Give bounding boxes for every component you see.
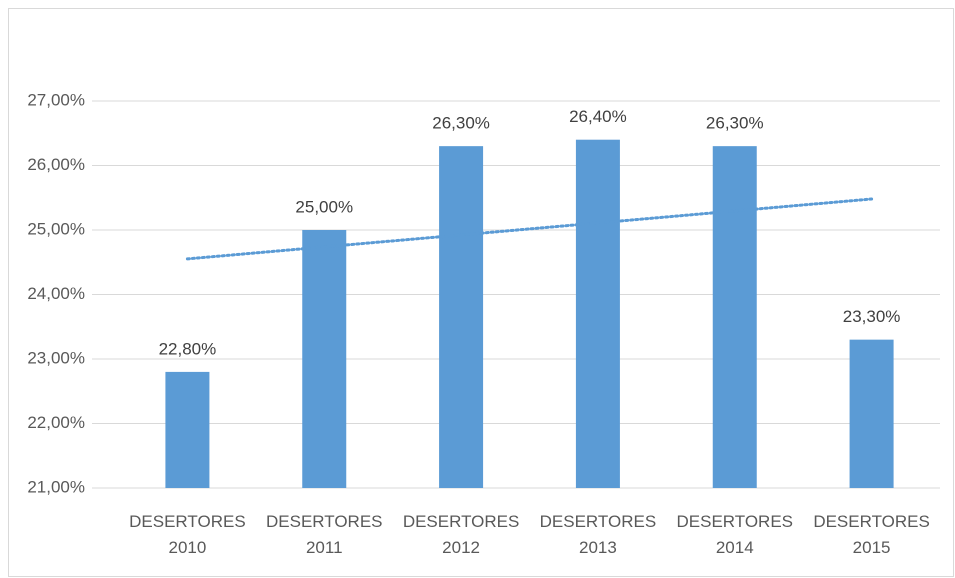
- data-label: 26,30%: [432, 114, 490, 133]
- y-tick-label: 23,00%: [27, 348, 85, 367]
- data-label: 23,30%: [843, 307, 901, 326]
- y-tick-label: 22,00%: [27, 413, 85, 432]
- y-tick-label: 27,00%: [27, 90, 85, 109]
- x-tick-label: DESERTORES 2010: [129, 512, 246, 557]
- data-label: 26,30%: [706, 114, 764, 133]
- x-tick-label: DESERTORES 2014: [676, 512, 793, 557]
- x-tick-label: DESERTORES 2011: [266, 512, 383, 557]
- data-label: 25,00%: [295, 197, 353, 216]
- bar: [712, 146, 757, 488]
- x-tick-label: DESERTORES 2012: [403, 512, 520, 557]
- bar: [439, 146, 484, 488]
- y-tick-label: 25,00%: [27, 219, 85, 238]
- data-label: 26,40%: [569, 107, 627, 126]
- y-tick-label: 26,00%: [27, 155, 85, 174]
- bar: [165, 371, 210, 488]
- data-label: 22,80%: [159, 339, 217, 358]
- y-tick-label: 24,00%: [27, 284, 85, 303]
- bar: [575, 139, 620, 488]
- bar: [302, 230, 347, 488]
- trendline: [185, 197, 874, 261]
- bar: [849, 339, 894, 488]
- x-tick-label: DESERTORES 2013: [540, 512, 657, 557]
- y-tick-label: 21,00%: [27, 477, 85, 496]
- x-tick-label: DESERTORES 2015: [813, 512, 930, 557]
